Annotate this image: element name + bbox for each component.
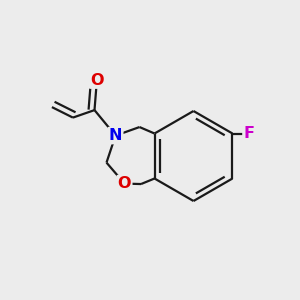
Text: F: F [244,126,254,141]
Text: O: O [90,73,104,88]
Text: O: O [118,176,131,191]
Text: N: N [109,128,122,143]
